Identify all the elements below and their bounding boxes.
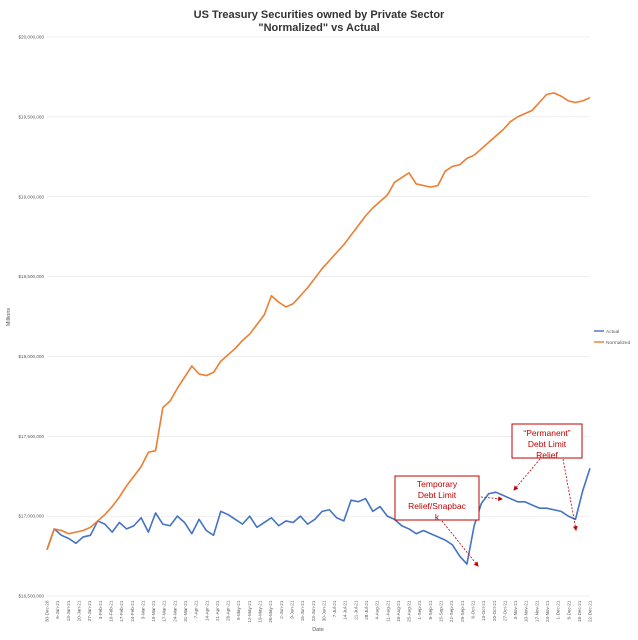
x-tick-label: 2-Jun-21 xyxy=(279,600,284,619)
x-tick-label: 4-Aug-21 xyxy=(375,600,380,619)
x-tick-label: 14-Jul-21 xyxy=(343,600,348,620)
chart-title: US Treasury Securities owned by Private … xyxy=(194,9,445,21)
x-tick-label: 6-Oct-21 xyxy=(470,600,475,618)
x-tick-label: 13-Oct-21 xyxy=(481,600,486,621)
x-axis-label: Date xyxy=(312,627,324,633)
x-tick-label: 24-Feb-21 xyxy=(130,600,135,622)
legend-label-actual: Actual xyxy=(606,329,619,335)
y-axis-label: Millions xyxy=(6,308,12,327)
x-tick-label: 20-Jan-21 xyxy=(77,600,82,621)
x-tick-label: 31-Mar-21 xyxy=(183,600,188,622)
x-tick-label: 1-Dec-21 xyxy=(556,600,561,619)
annotation-temporary-line-2: Debt Limit xyxy=(418,490,457,500)
x-tick-label: 22-Sep-21 xyxy=(449,600,454,622)
annotation-permanent-line-2: Debt Limit xyxy=(528,439,567,449)
x-tick-label: 19-May-21 xyxy=(258,600,263,622)
x-tick-label: 28-Jul-21 xyxy=(364,600,369,620)
x-tick-label: 8-Sep-21 xyxy=(428,600,433,619)
series-line-normalized xyxy=(46,92,591,550)
annotation-permanent-line-1: “Permanent” xyxy=(523,428,570,438)
x-tick-label: 17-Mar-21 xyxy=(162,600,167,622)
annotation-temporary-line-3: Relief/Snapbac xyxy=(408,501,466,511)
x-tick-label: 25-Aug-21 xyxy=(407,600,412,622)
annotation-permanent-line-3: Relief xyxy=(536,450,558,460)
legend-label-normalized: Normalized xyxy=(606,340,631,346)
annotation-permanent-arrow-down xyxy=(562,458,578,531)
x-tick-label: 5-May-21 xyxy=(236,600,241,620)
annotation-permanent-box xyxy=(511,423,583,459)
x-tick-label: 10-Nov-21 xyxy=(524,600,529,622)
x-tick-label: 11-Aug-21 xyxy=(385,600,390,622)
x-tick-label: 24-Mar-21 xyxy=(172,600,177,622)
y-tick-label: $18,000,000 xyxy=(18,354,44,359)
x-tick-label: 17-Feb-21 xyxy=(119,600,124,622)
annotation-temporary-box xyxy=(394,475,480,521)
annotation-temporary-arrow-left xyxy=(441,520,479,567)
y-tick-label: $16,500,000 xyxy=(18,594,44,599)
annotation-permanent-arrow-left xyxy=(513,458,541,491)
gridlines xyxy=(47,36,590,517)
x-tick-label: 18-Aug-21 xyxy=(396,600,401,622)
y-tick-label: $17,000,000 xyxy=(18,514,44,519)
x-tick-label: 21-Jul-21 xyxy=(353,600,358,620)
x-tick-label: 20-Oct-21 xyxy=(492,600,497,621)
x-axis-ticks: 30-Dec-20 6-Jan-21 13-Jan-21 20-Jan-21 27-Ja… xyxy=(45,600,593,622)
x-tick-label: 10-Feb-21 xyxy=(108,600,113,622)
chart-subtitle: "Normalized" vs Actual xyxy=(258,22,379,34)
x-tick-label: 17-Nov-21 xyxy=(534,600,539,622)
y-tick-label: $18,500,000 xyxy=(18,274,44,279)
y-tick-label: $19,000,000 xyxy=(18,194,44,199)
annotation-permanent: “Permanent” Debt Limit Relief xyxy=(511,423,583,531)
x-tick-label: 16-Jun-21 xyxy=(300,600,305,621)
annotation-temporary-line-1: Temporary xyxy=(417,479,458,489)
x-tick-label: 27-Oct-21 xyxy=(502,600,507,621)
x-tick-label: 8-Dec-21 xyxy=(566,600,571,619)
annotation-temporary: Temporary Debt Limit Relief/Snapbac k xyxy=(394,475,503,567)
x-tick-label: 27-Jan-21 xyxy=(87,600,92,621)
annotation-temporary-line-4: k xyxy=(435,512,440,522)
x-tick-label: 13-Jan-21 xyxy=(66,600,71,621)
y-tick-label: $17,500,000 xyxy=(18,434,44,439)
x-tick-label: 26-May-21 xyxy=(268,600,273,622)
x-tick-label: 15-Dec-21 xyxy=(577,600,582,622)
series-lines xyxy=(46,92,591,565)
x-tick-label: 7-Apr-21 xyxy=(194,600,199,618)
x-tick-label: 7-Jul-21 xyxy=(332,600,337,617)
x-tick-label: 3-Nov-21 xyxy=(513,600,518,619)
x-tick-label: 21-Apr-21 xyxy=(215,600,220,621)
series-line-actual xyxy=(46,467,591,565)
x-tick-label: 14-Apr-21 xyxy=(204,600,209,621)
x-tick-label: 22-Dec-21 xyxy=(588,600,593,622)
legend: Actual Normalized xyxy=(594,329,631,346)
y-tick-label: $19,500,000 xyxy=(18,114,44,119)
x-tick-label: 9-Jun-21 xyxy=(289,600,294,619)
x-tick-label: 15-Sep-21 xyxy=(439,600,444,622)
x-tick-label: 29-Sep-21 xyxy=(460,600,465,622)
x-tick-label: 3-Feb-21 xyxy=(98,600,103,619)
x-tick-label: 10-Mar-21 xyxy=(151,600,156,622)
x-tick-label: 23-Jun-21 xyxy=(311,600,316,621)
x-tick-label: 3-Mar-21 xyxy=(140,600,145,619)
x-tick-label: 6-Jan-21 xyxy=(55,600,60,619)
x-tick-label: 30-Jun-21 xyxy=(321,600,326,621)
x-tick-label: 30-Dec-20 xyxy=(45,600,50,622)
x-tick-label: 24-Nov-21 xyxy=(545,600,550,622)
x-tick-label: 28-Apr-21 xyxy=(226,600,231,621)
x-tick-label: 12-May-21 xyxy=(247,600,252,622)
y-axis-ticks: $16,500,000 $17,000,000 $17,500,000 $18,000… xyxy=(18,35,44,599)
x-tick-label: 1-Sep-21 xyxy=(417,600,422,619)
annotation-temporary-arrow-right xyxy=(480,496,503,502)
y-tick-label: $20,000,000 xyxy=(18,35,44,40)
